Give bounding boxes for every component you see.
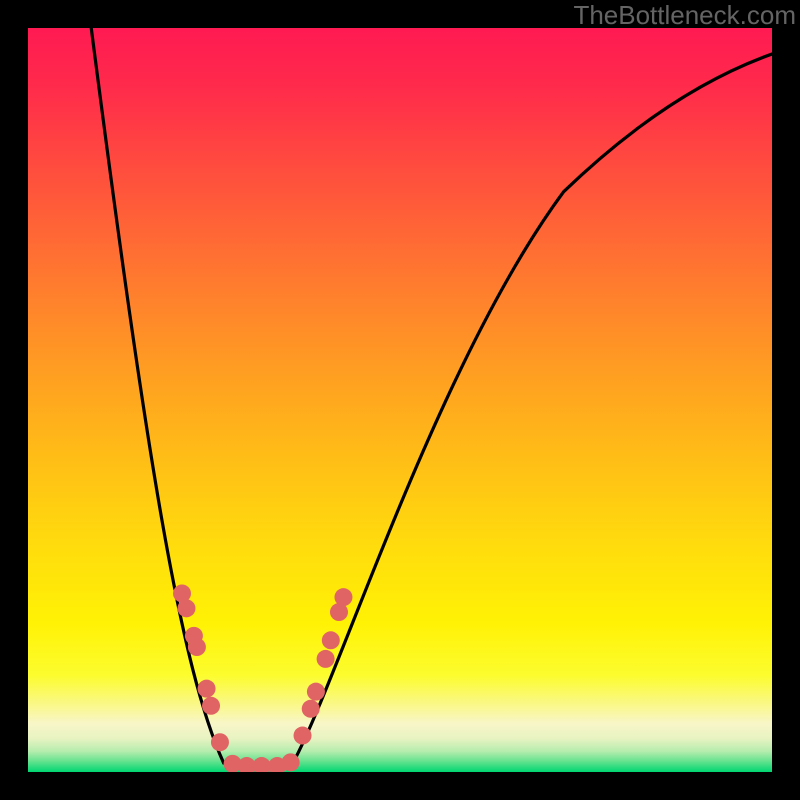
data-marker: [307, 683, 325, 701]
chart-svg: [28, 28, 772, 772]
data-marker: [334, 588, 352, 606]
data-marker: [188, 638, 206, 656]
data-marker: [317, 650, 335, 668]
plot-area: [28, 28, 772, 772]
data-marker: [253, 757, 271, 772]
watermark-text: TheBottleneck.com: [573, 0, 796, 31]
data-marker: [198, 680, 216, 698]
data-marker: [282, 753, 300, 771]
data-marker: [211, 733, 229, 751]
data-marker: [322, 631, 340, 649]
data-marker: [302, 700, 320, 718]
data-marker: [202, 697, 220, 715]
data-marker: [177, 599, 195, 617]
marker-group: [173, 584, 352, 772]
data-marker: [294, 727, 312, 745]
